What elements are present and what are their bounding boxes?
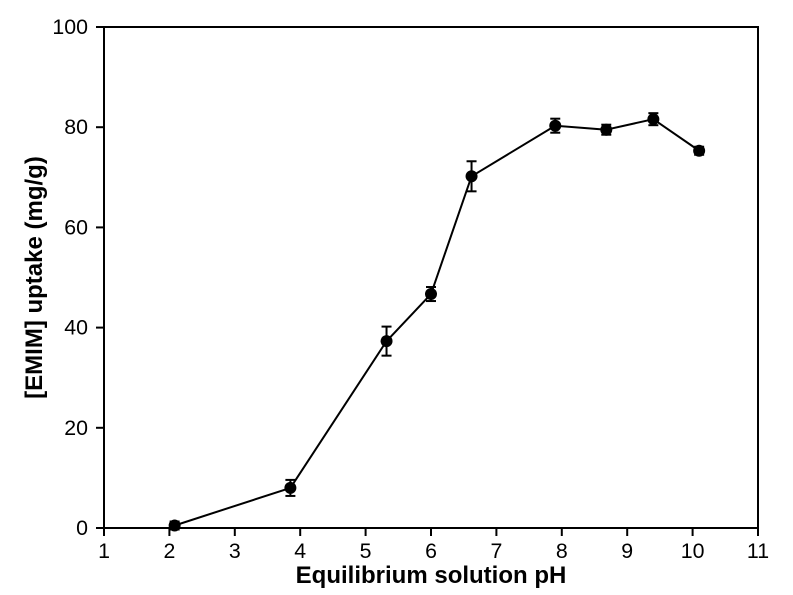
x-tick-label: 9 [621,539,633,563]
y-tick-label: 40 [64,316,88,340]
chart-svg: 1 2 3 4 5 6 7 8 9 10 11 0 20 40 60 80 100 Equilibrium sol… [0,0,793,595]
y-tick-label: 20 [64,416,88,440]
x-tick-label: 5 [360,539,372,563]
x-tick-label: 3 [229,539,241,563]
data-point [647,113,659,125]
data-point [549,120,561,132]
data-point [425,288,437,300]
y-tick-label: 0 [76,516,88,540]
data-point [284,482,296,494]
data-point [600,124,612,136]
y-tick-label: 100 [52,15,88,39]
data-point [693,145,705,157]
y-tick-label: 80 [64,115,88,139]
data-point [381,335,393,347]
x-tick-label: 2 [163,539,175,563]
uptake-vs-ph-chart: 1 2 3 4 5 6 7 8 9 10 11 0 20 40 60 80 100 Equilibrium sol… [0,0,793,595]
y-tick-label: 60 [64,215,88,239]
x-tick-label: 11 [747,539,769,563]
x-tick-label: 7 [490,539,502,563]
x-tick-label: 1 [98,539,110,563]
data-point [169,519,181,531]
y-axis-label: [EMIM] uptake (mg/g) [21,156,48,399]
x-tick-label: 6 [425,539,437,563]
x-tick-label: 8 [556,539,568,563]
x-tick-label: 4 [294,539,306,563]
chart-background [0,0,793,595]
x-axis-label: Equilibrium solution pH [296,562,567,589]
x-tick-label: 10 [681,539,705,563]
data-point [466,170,478,182]
